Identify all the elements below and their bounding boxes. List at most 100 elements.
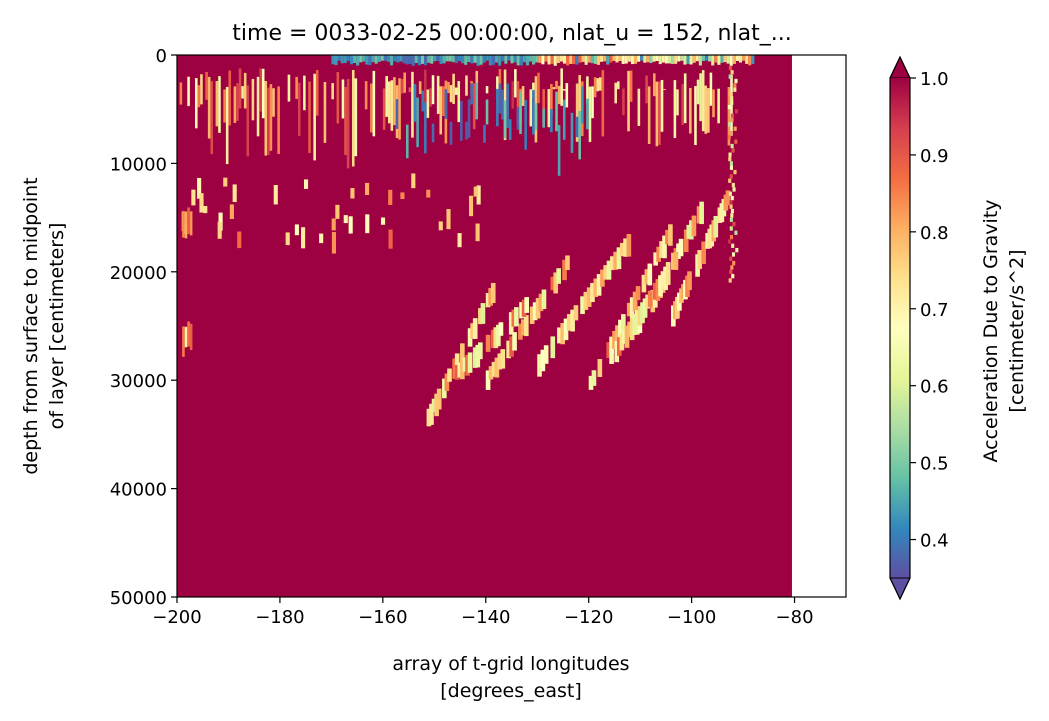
heatmap-cell-diagonal [647, 263, 653, 286]
heatmap-cell-diagonal [470, 323, 475, 339]
heatmap-cell-diagonal [632, 313, 638, 336]
heatmap-cell-surface [606, 55, 610, 65]
heatmap-cell-mid [331, 218, 336, 231]
heatmap-cell-upper [241, 86, 244, 99]
heatmap-cell-diagonal [624, 325, 630, 348]
heatmap-cell-surface [627, 55, 631, 62]
heatmap-cell-edge [187, 321, 190, 347]
heatmap-cell-upper [516, 81, 520, 123]
heatmap-cell-diagonal [431, 398, 437, 413]
heatmap-cell-upper [210, 81, 214, 155]
heatmap-cell-upper [673, 80, 677, 139]
heatmap-cell-low [449, 121, 453, 145]
heatmap-cell-surface [439, 55, 443, 65]
heatmap-cell-rightedge [728, 65, 732, 71]
heatmap-cell-diagonal [713, 215, 719, 238]
colorbar-tick-label: 0.7 [920, 300, 949, 321]
heatmap-cell-upper [246, 85, 250, 157]
heatmap-cell-upper [465, 75, 468, 96]
heatmap-cell-surface [550, 55, 554, 64]
heatmap-cell-rightedge [729, 130, 733, 136]
heatmap-cell-diagonal [523, 315, 529, 337]
heatmap-cell-surface [680, 55, 684, 61]
heatmap-cell-diagonal [537, 354, 542, 377]
colorbar-body [890, 78, 910, 578]
heatmap-cell-upper [251, 78, 255, 121]
heatmap-cell-upper [197, 85, 201, 108]
heatmap-cell-mid [335, 204, 340, 219]
heatmap-cell-surface [516, 55, 520, 66]
heatmap-cell-surface [572, 55, 576, 65]
x-tick-label: −120 [564, 607, 613, 628]
heatmap-cell-low [496, 88, 499, 127]
heatmap-cell-upper [267, 87, 270, 156]
heatmap-cell-upper [369, 83, 373, 133]
heatmap-cell-mid [365, 214, 370, 234]
heatmap-cell-edge [182, 211, 185, 238]
heatmap-cell-surface [485, 55, 489, 61]
heatmap-cell-diagonal [660, 271, 666, 287]
heatmap-cell-diagonal [603, 265, 609, 280]
heatmap-cell-diagonal [498, 322, 504, 336]
heatmap-cell-mid [294, 224, 299, 236]
heatmap-cell-low [498, 83, 502, 114]
heatmap-cell-upper [426, 89, 430, 118]
heatmap-cell-diagonal [609, 348, 614, 364]
heatmap-cell-edge [184, 326, 188, 348]
heatmap-cell-surface [600, 55, 604, 62]
heatmap-cell-diagonal [616, 247, 622, 270]
heatmap-cell-surface [538, 55, 542, 63]
heatmap-cell-diagonal [460, 343, 465, 364]
heatmap-cell-diagonal [494, 357, 500, 378]
heatmap-cell-surface [751, 55, 755, 64]
heatmap-cell-low [516, 107, 520, 130]
heatmap-cell-diagonal [662, 235, 667, 259]
colorbar-tick-label: 1.0 [920, 69, 949, 90]
heatmap-cell-surface [671, 55, 675, 65]
heatmap-cell-upper [704, 85, 708, 134]
heatmap-cell-diagonal [653, 282, 658, 300]
heatmap-cell-surface [513, 55, 517, 63]
heatmap-cell-mid [199, 199, 204, 213]
heatmap-cell-upper [575, 83, 579, 142]
heatmap-cell-upper [601, 70, 605, 137]
heatmap-cell-mid [273, 185, 278, 205]
heatmap-cell-diagonal [508, 312, 514, 335]
heatmap-cell-upper [616, 81, 620, 90]
heatmap-cell-surface [556, 55, 560, 64]
heatmap-cell-upper [699, 73, 702, 122]
heatmap-cell-diagonal [521, 319, 526, 336]
heatmap-cell-low [550, 109, 553, 133]
x-tick-label: −100 [667, 607, 716, 628]
heatmap-cell-edge [189, 323, 193, 351]
heatmap-cell-diagonal [452, 358, 457, 379]
heatmap-cell-rightedge [727, 135, 731, 140]
heatmap-cell-diagonal [462, 357, 468, 372]
heatmap-cell-surface [643, 55, 647, 63]
heatmap-cell-rightedge [729, 234, 734, 240]
heatmap-cell-surface [498, 55, 502, 66]
heatmap-cell-upper [313, 73, 316, 161]
heatmap-cell-upper [537, 72, 540, 104]
heatmap-cell-diagonal [687, 271, 692, 291]
y-tick-label: 40000 [110, 480, 167, 501]
heatmap-cell-upper [542, 89, 545, 125]
heatmap-cell-rightedge [734, 109, 739, 114]
heatmap-cell-upper [429, 88, 432, 107]
heatmap-cell-rightedge [730, 113, 735, 118]
heatmap-cell-upper [555, 80, 558, 89]
heatmap-cell-surface [738, 55, 743, 63]
heatmap-cell-surface [371, 55, 375, 63]
heatmap-cell-diagonal [514, 307, 519, 327]
heatmap-cell-surface [640, 55, 644, 61]
heatmap-cell-upper [717, 88, 720, 124]
heatmap-cell-low [467, 99, 471, 138]
heatmap-cell-low [578, 110, 581, 160]
heatmap-cell-surface [630, 55, 634, 65]
heatmap-cell-mid [343, 215, 348, 224]
heatmap-cell-diagonal [618, 319, 623, 343]
heatmap-cell-upper [261, 68, 265, 119]
heatmap-cell-surface [544, 55, 548, 62]
heatmap-cell-diagonal [465, 354, 470, 376]
